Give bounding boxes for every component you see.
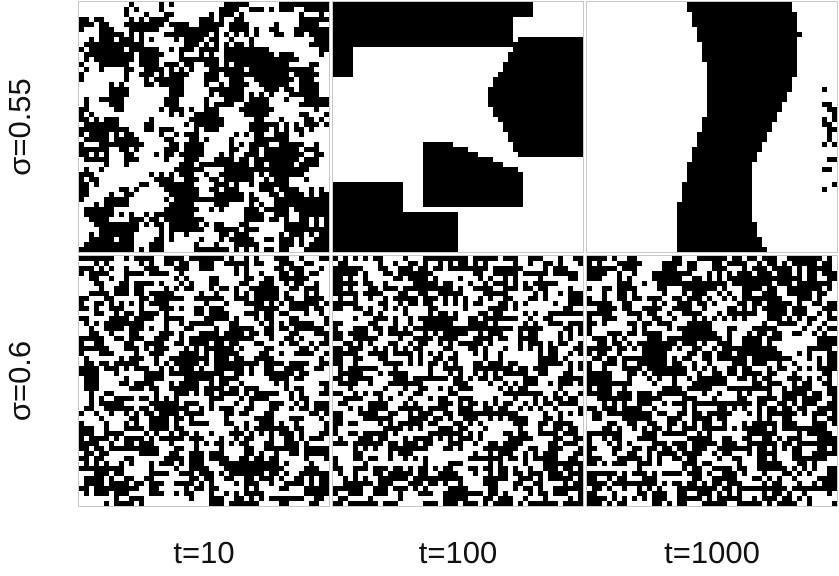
- occupied-cells: [677, 2, 837, 252]
- column-label-t-10: t=10: [173, 535, 235, 570]
- panel-row1-col3: [586, 1, 838, 253]
- column-label-t-100: t=100: [418, 535, 498, 570]
- lattice-grid: [333, 2, 583, 252]
- column-label-t-1000: t=1000: [664, 535, 760, 570]
- panel-row2-col1: [78, 255, 330, 507]
- occupied-cells: [333, 2, 583, 252]
- lattice-grid: [333, 256, 583, 506]
- lattice-grid: [79, 256, 329, 506]
- row-label-sigma-0-55: σ=0.55: [2, 78, 38, 176]
- occupied-cells: [79, 2, 329, 252]
- panel-row2-col3: [586, 255, 838, 507]
- panel-row2-col2: [332, 255, 584, 507]
- occupied-cells: [587, 256, 837, 506]
- row-label-sigma-0-6: σ=0.6: [2, 340, 37, 422]
- panel-row1-col2: [332, 1, 584, 253]
- lattice-grid: [587, 256, 837, 506]
- occupied-cells: [333, 256, 583, 506]
- occupied-cells: [79, 256, 329, 506]
- panel-row1-col1: [78, 1, 330, 253]
- lattice-grid: [587, 2, 837, 252]
- lattice-grid: [79, 2, 329, 252]
